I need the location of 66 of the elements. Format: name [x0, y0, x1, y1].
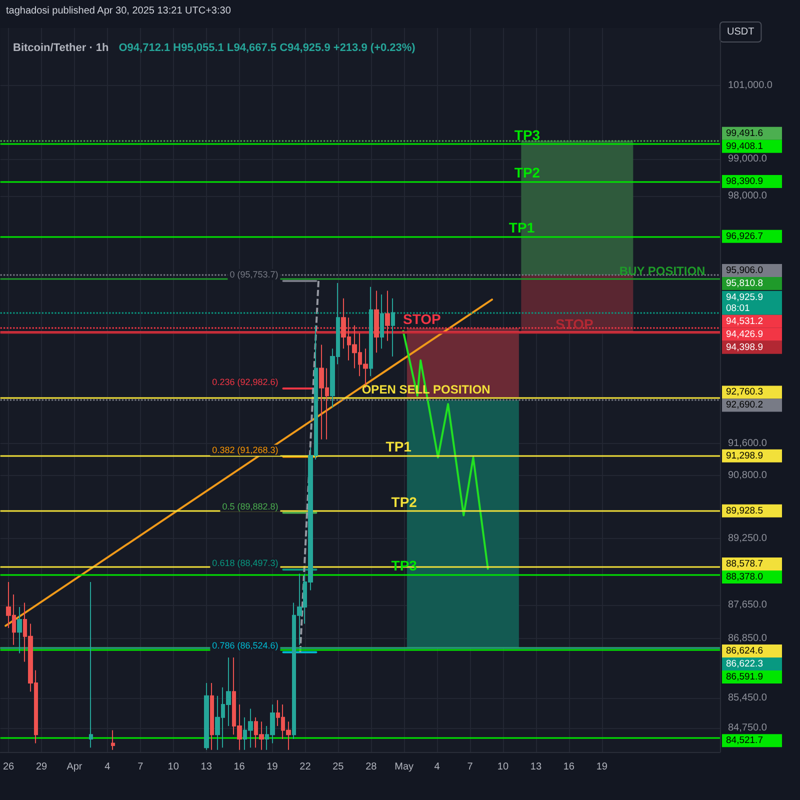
x-tick-label: 13 [530, 762, 542, 772]
annotation: TP3 [514, 126, 540, 143]
y-tick-label: 98,000.0 [728, 190, 768, 202]
x-tick-label: 16 [563, 762, 575, 772]
x-tick-label: 4 [434, 762, 440, 772]
ref-line-label: 86,624.6 [726, 645, 763, 656]
ref-line-label: 91,298.9 [726, 450, 763, 462]
series-label: 0 (95,753.7) [230, 269, 278, 280]
text: Bitcoin/Tether · 1h [13, 42, 110, 54]
y-tick-label: 99,000.0 [728, 153, 768, 164]
x-tick-label: May [394, 762, 414, 772]
annotation: TP2 [514, 164, 540, 180]
ref-line-label: 99,491.6 [726, 128, 763, 139]
ref-line-label: 94,426.9 [726, 328, 763, 340]
text: taghadosi published Apr 30, 2025 13:21 UTC+3:30 [6, 6, 232, 16]
ref-line-label: 89,928.5 [726, 505, 763, 516]
y-tick-label: 89,250.0 [728, 533, 768, 544]
y-axis-title: USDT [727, 26, 754, 38]
ref-line-label: 96,926.7 [726, 230, 763, 242]
x-tick-label: 25 [332, 762, 344, 772]
x-tick-label: 4 [104, 762, 111, 772]
x-tick-label: Apr [66, 762, 83, 772]
ref-line-label: 86,622.3 [726, 658, 763, 670]
x-tick-label: 10 [168, 762, 180, 772]
ref-line-label: 94,531.2 [726, 316, 763, 327]
ref-line-label: 98,390.9 [726, 176, 763, 187]
x-tick-label: 7 [467, 762, 474, 772]
x-tick-label: 22 [300, 762, 312, 772]
annotation: TP1 [508, 219, 535, 236]
x-tick-label: 29 [36, 762, 48, 772]
x-tick-label: 19 [266, 762, 278, 772]
x-tick-label: 19 [596, 762, 608, 772]
ref-line-label: 86,591.9 [726, 671, 763, 682]
x-tick-label: 16 [234, 762, 246, 772]
annotation: TP1 [386, 438, 412, 454]
x-tick-label: 10 [497, 762, 509, 772]
series-label: 0.618 (88,497.3) [212, 558, 278, 568]
series-label: 0.786 (86,524.6) [212, 640, 278, 651]
y-tick-label: 91,600.0 [728, 438, 768, 449]
series-label: 0.382 (91,268.3) [212, 445, 278, 456]
x-tick-label: 26 [3, 762, 15, 772]
y-tick-label: 87,650.0 [728, 599, 768, 610]
y-tick-label: 86,850.0 [728, 632, 768, 644]
x-tick-label: 13 [200, 762, 212, 772]
text: O94,712.1 H95,055.1 L94,667.5 C94,925.9 +213.9 (+0.23%) [118, 42, 416, 54]
annotation: TP2 [391, 494, 418, 510]
ref-line-label: 99,408.1 [726, 140, 763, 152]
annotation: STOP [403, 311, 441, 328]
ref-line-label: 95,906.0 [726, 264, 763, 276]
series-label: 0.236 (92,982.6) [212, 377, 278, 388]
y-tick-label: 84,750.0 [728, 722, 768, 734]
ref-line-label: 94,398.9 [726, 342, 763, 353]
y-tick-label: 85,450.0 [728, 692, 768, 704]
x-tick-label: 28 [366, 762, 378, 772]
ref-line-label: 92,760.3 [726, 386, 763, 398]
ref-line-label: 94,925.9 08:01 [726, 292, 763, 314]
series-label: 0.5 (89,882.8) [222, 501, 278, 512]
ref-line-label: 88,378.0 [726, 571, 763, 582]
ref-line-label: 84,521.7 [726, 735, 763, 746]
ref-line-label: 88,578.7 [726, 558, 763, 570]
x-tick-label: 7 [138, 762, 144, 772]
ref-line-label: 95,810.8 [726, 278, 763, 289]
ref-line-label: 92,690.2 [726, 400, 763, 411]
y-tick-label: 101,000.0 [728, 80, 773, 92]
y-tick-label: 90,800.0 [728, 470, 768, 482]
annotation: STOP [555, 316, 594, 332]
